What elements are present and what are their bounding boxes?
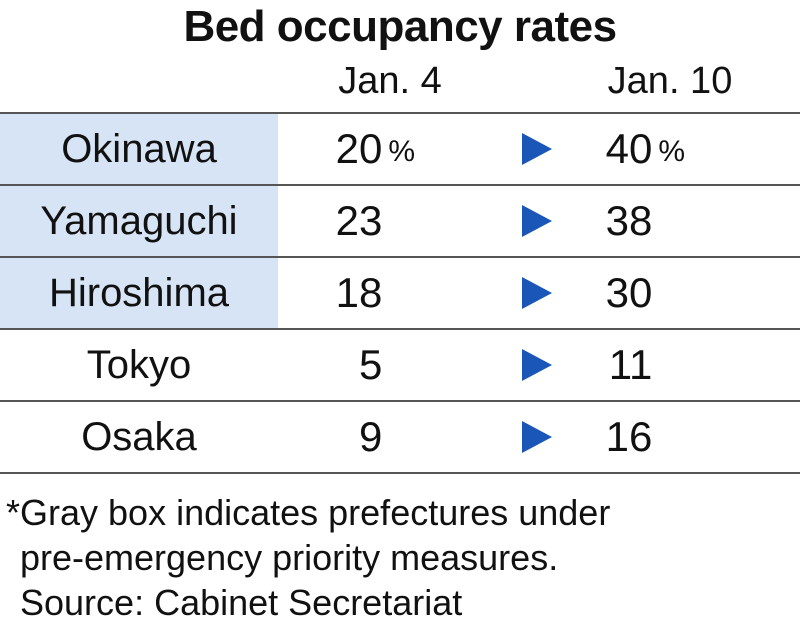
prefecture-cell: Tokyo: [86, 342, 192, 387]
value-jan4-number: 9: [358, 413, 383, 460]
value-jan4-number: 18: [335, 269, 383, 316]
arrow-right-icon: [522, 133, 552, 165]
chart-title: Bed occupancy rates: [183, 2, 617, 51]
column-header-jan4: Jan. 4: [338, 60, 442, 102]
footnote-line-2: pre-emergency priority measures.: [20, 537, 559, 578]
value-jan4: 18%: [336, 258, 415, 328]
unit-label: %: [388, 135, 415, 168]
table-row: Osaka 9% 16%: [0, 400, 800, 474]
unit-label: %: [658, 135, 685, 168]
table-row: Hiroshima 18% 30%: [0, 256, 800, 328]
value-jan10-number: 16: [605, 413, 653, 460]
value-jan10-number: 11: [608, 341, 653, 388]
value-jan10: 30%: [606, 258, 685, 328]
arrow-right-icon: [522, 205, 552, 237]
arrow-right-icon: [522, 349, 552, 381]
prefecture-cell: Osaka: [81, 414, 197, 459]
occupancy-table: Okinawa20%40%Yamaguchi23%38%Hiroshima18%…: [0, 112, 800, 474]
arrow-right-icon: [522, 277, 552, 309]
value-jan4-number: 23: [335, 197, 383, 244]
arrow-right-icon: [522, 421, 552, 453]
footnote: *Gray box indicates prefectures under pr…: [6, 490, 796, 625]
value-jan4: 23%: [336, 186, 415, 256]
prefecture-cell: Hiroshima: [0, 258, 278, 328]
prefecture-cell: Okinawa: [0, 114, 278, 184]
value-jan4-number: 5: [358, 341, 383, 388]
value-jan4: 5%: [359, 330, 415, 400]
value-jan10: 11%: [609, 330, 685, 400]
value-jan10-number: 40: [605, 125, 653, 172]
value-jan4: 20%: [336, 114, 415, 184]
value-jan10: 16%: [606, 402, 685, 472]
value-jan10: 40%: [606, 114, 685, 184]
table-row: Yamaguchi 23% 38%: [0, 184, 800, 256]
table-row: Okinawa 20% 40%: [0, 112, 800, 184]
footnote-line-1: *Gray box indicates prefectures under: [6, 492, 611, 533]
value-jan4: 9%: [359, 402, 415, 472]
table-row: Tokyo 5% 11%: [0, 328, 800, 400]
value-jan10-number: 30: [605, 269, 653, 316]
value-jan10-number: 38: [605, 197, 653, 244]
value-jan4-number: 20: [335, 125, 383, 172]
footnote-source: Source: Cabinet Secretariat: [20, 582, 463, 623]
column-header-jan10: Jan. 10: [607, 60, 733, 102]
prefecture-cell: Yamaguchi: [0, 186, 278, 256]
value-jan10: 38%: [606, 186, 685, 256]
